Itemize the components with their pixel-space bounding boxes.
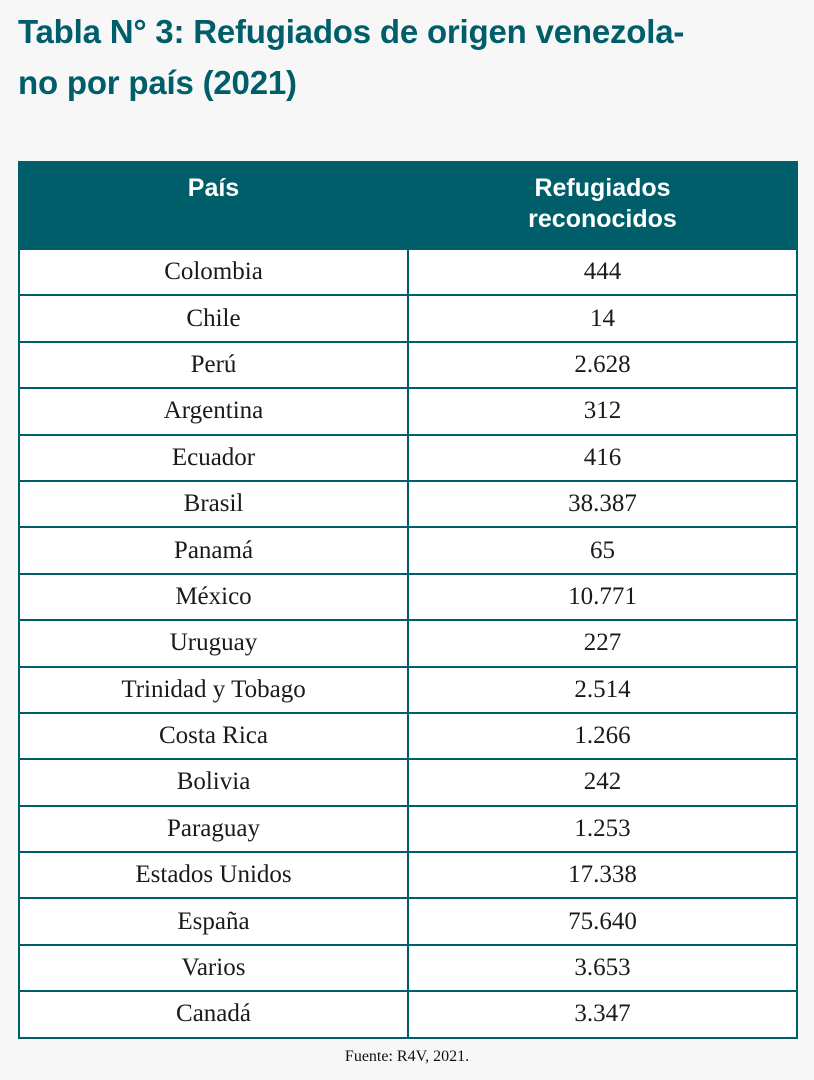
header-refugees-label-line-2: reconocidos (528, 205, 677, 233)
country-cell: Colombia (18, 247, 409, 297)
country-cell: Panamá (18, 526, 409, 575)
refugees-cell: 38.387 (407, 479, 798, 529)
source-note: Fuente: R4V, 2021. (344, 1048, 470, 1065)
refugees-cell: 416 (407, 433, 798, 482)
table-row: México 10.771 (18, 572, 798, 622)
country-cell: Paraguay (18, 804, 409, 854)
table-row: Trinidad y Tobago 2.514 (18, 665, 798, 714)
table-body: Colombia 444 Chile 14 Perú 2.628 Argentina 312 E… (18, 247, 798, 1039)
table-row: Bolivia 242 (18, 758, 798, 807)
country-cell: Ecuador (18, 433, 409, 482)
table-header: País Refugiados reconocidos (18, 161, 798, 250)
table-row: Canadá 3.347 (18, 990, 798, 1039)
refugees-cell: 3.347 (407, 990, 798, 1039)
country-cell: Canadá (18, 990, 409, 1039)
page-title: Tabla N° 3: Refugiados de origen venezol… (18, 6, 798, 108)
table-row: Estados Unidos 17.338 (18, 851, 798, 900)
country-cell: Chile (18, 294, 409, 343)
refugees-table: País Refugiados reconocidos Colombia 444 C… (18, 161, 798, 1039)
refugees-cell: 10.771 (407, 572, 798, 622)
country-cell: México (18, 572, 409, 622)
table-row: Varios 3.653 (18, 943, 798, 993)
country-cell: Bolivia (18, 758, 409, 807)
table-row: Argentina 312 (18, 387, 798, 436)
country-cell: Trinidad y Tobago (18, 665, 409, 714)
country-cell: Argentina (18, 387, 409, 436)
table-row: Chile 14 (18, 294, 798, 343)
table-row: Colombia 444 (18, 247, 798, 297)
country-cell: Uruguay (18, 619, 409, 668)
title-line-1: Tabla N° 3: Refugiados de origen venezol… (18, 13, 685, 50)
table-row: Ecuador 416 (18, 433, 798, 482)
table-row: Paraguay 1.253 (18, 804, 798, 854)
refugees-cell: 17.338 (407, 851, 798, 900)
table-row: España 75.640 (18, 897, 798, 946)
refugees-cell: 2.514 (407, 665, 798, 714)
refugees-cell: 312 (407, 387, 798, 436)
refugees-cell: 1.266 (407, 711, 798, 761)
refugees-cell: 75.640 (407, 897, 798, 946)
table-row: Uruguay 227 (18, 619, 798, 668)
refugees-cell: 227 (407, 619, 798, 668)
country-cell: Brasil (18, 479, 409, 529)
refugees-cell: 1.253 (407, 804, 798, 854)
refugees-cell: 3.653 (407, 943, 798, 993)
country-cell: Costa Rica (18, 711, 409, 761)
table-row: Perú 2.628 (18, 340, 798, 390)
title-line-2: no por país (2021) (18, 64, 297, 101)
header-country: País (18, 161, 409, 250)
header-refugees: Refugiados reconocidos (407, 161, 798, 250)
country-cell: Varios (18, 943, 409, 993)
table-row: Brasil 38.387 (18, 479, 798, 529)
table-row: Costa Rica 1.266 (18, 711, 798, 761)
header-refugees-label-line-1: Refugiados (534, 174, 671, 202)
country-cell: Estados Unidos (18, 851, 409, 900)
country-cell: España (18, 897, 409, 946)
country-cell: Perú (18, 340, 409, 390)
header-country-label: País (187, 174, 240, 202)
table-header-row: País Refugiados reconocidos (18, 161, 798, 250)
table-row: Panamá 65 (18, 526, 798, 575)
refugees-cell: 242 (407, 758, 798, 807)
refugees-cell: 14 (407, 294, 798, 343)
refugees-cell: 2.628 (407, 340, 798, 390)
refugees-cell: 65 (407, 526, 798, 575)
refugees-cell: 444 (407, 247, 798, 297)
